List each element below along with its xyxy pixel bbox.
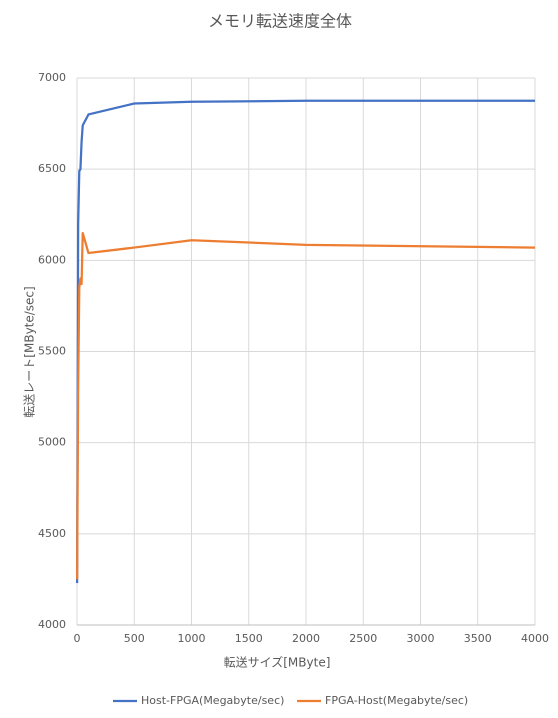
chart-title: メモリ転送速度全体	[208, 12, 352, 31]
y-tick-label: 7000	[38, 71, 66, 84]
y-axis-title: 転送レート[MByte/sec]	[22, 286, 37, 417]
x-tick-label: 0	[74, 632, 81, 645]
x-tick-label: 3000	[407, 632, 435, 645]
y-tick-label: 4500	[38, 527, 66, 540]
y-tick-label: 5500	[38, 345, 66, 358]
legend-label: Host-FPGA(Megabyte/sec)	[141, 694, 284, 707]
x-axis-title: 転送サイズ[MByte]	[224, 655, 331, 670]
legend-label: FPGA-Host(Megabyte/sec)	[325, 694, 468, 707]
y-tick-label: 4000	[38, 618, 66, 631]
x-tick-label: 4000	[521, 632, 549, 645]
x-tick-label: 2000	[292, 632, 320, 645]
x-tick-label: 2500	[349, 632, 377, 645]
y-tick-label: 6000	[38, 253, 66, 266]
series-line	[75, 231, 536, 580]
x-tick-label: 1500	[235, 632, 263, 645]
x-tick-label: 500	[124, 632, 145, 645]
x-tick-label: 3500	[464, 632, 492, 645]
y-tick-label: 5000	[38, 436, 66, 449]
x-tick-label: 1000	[178, 632, 206, 645]
y-tick-label: 6500	[38, 162, 66, 175]
series-line	[75, 99, 535, 584]
